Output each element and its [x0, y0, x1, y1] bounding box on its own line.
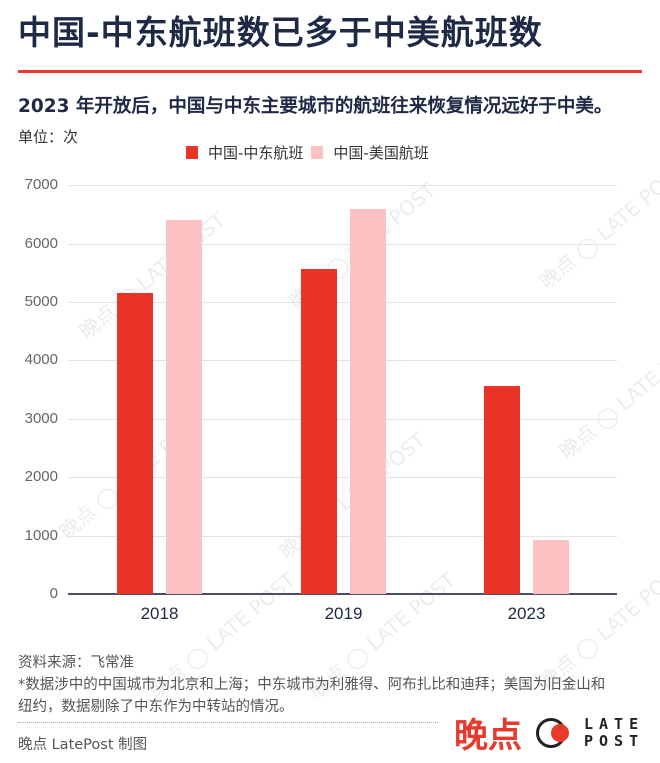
y-tick-label: 1000 [24, 526, 58, 544]
y-tick-label: 2000 [24, 468, 58, 486]
credit-text: 晚点 LatePost 制图 [18, 737, 148, 753]
bar-2019-us [350, 208, 386, 594]
y-tick-label: 4000 [24, 351, 58, 369]
legend-item-middle-east: 中国-中东航班 [186, 142, 303, 163]
x-axis-line [68, 593, 617, 595]
legend-swatch [311, 146, 324, 159]
gridline [68, 360, 617, 362]
x-tick-label: 2018 [140, 604, 179, 623]
bar-2018-middle-east [117, 292, 153, 594]
bar-2023-middle-east [484, 385, 520, 594]
bar-2018-us [166, 220, 202, 594]
gridline [68, 243, 617, 245]
chart-title: 中国-中东航班数已多于中美航班数 [18, 13, 543, 52]
source-text: 资料来源：飞常准 [18, 655, 134, 671]
x-tick-label: 2023 [507, 604, 546, 623]
y-tick-label: 3000 [24, 409, 58, 427]
source-notes: 资料来源：飞常准 *数据涉中的中国城市为北京和上海；中东城市为利雅得、阿布扎比和… [18, 652, 618, 718]
chart-subtitle: 2023 年开放后，中国与中东主要城市的航班往来恢复情况远好于中美。 [18, 96, 613, 117]
unit-label: 单位：次 [18, 128, 79, 146]
logo-english: LATE POST [584, 714, 645, 750]
footer-divider [18, 722, 438, 723]
logo-chinese: 晚点 [454, 716, 522, 756]
bar-2019-middle-east [301, 269, 337, 594]
y-tick-label: 6000 [24, 234, 58, 252]
gridline [68, 302, 617, 303]
gridline [68, 477, 617, 479]
bar-2023-us [533, 540, 569, 594]
legend-item-us: 中国-美国航班 [311, 142, 429, 163]
gridline [68, 418, 617, 420]
legend-swatch [186, 146, 198, 159]
gridline [68, 535, 617, 537]
title-divider [18, 70, 642, 73]
watermark: 晚点 ◯ LATE POST [534, 157, 660, 294]
y-tick-label: 7000 [24, 176, 58, 194]
legend-label: 中国-中东航班 [208, 144, 304, 162]
watermark: 晚点 ◯ LATE POST [554, 327, 660, 464]
legend-label: 中国-美国航班 [333, 144, 429, 162]
y-tick-label: 0 [49, 585, 58, 602]
logo-circle-icon [536, 717, 569, 748]
x-tick-label: 2019 [324, 604, 363, 623]
latepost-logo: 晚点 LATE POST [454, 708, 644, 757]
legend: 中国-中东航班 中国-美国航班 [186, 142, 437, 163]
gridline [68, 185, 617, 187]
footnote-text: *数据涉中的中国城市为北京和上海；中东城市为利雅得、阿布扎比和迪拜；美国为旧金山… [18, 677, 606, 715]
y-tick-label: 5000 [24, 293, 58, 310]
